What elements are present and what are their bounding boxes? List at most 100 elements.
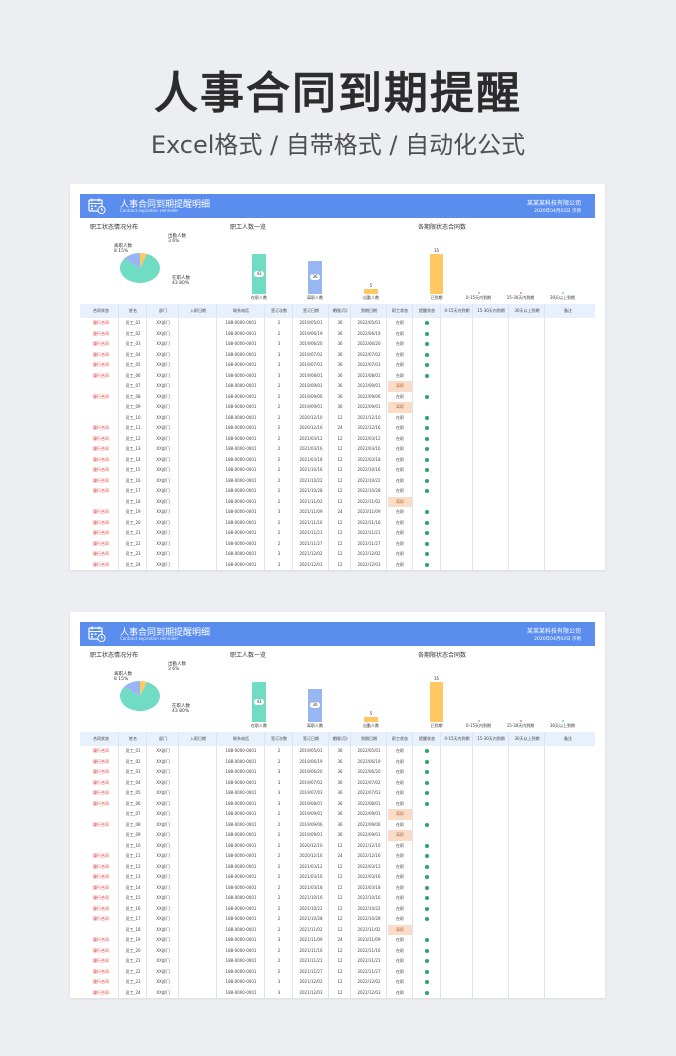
table-row[interactable]: 履行合同 员工_19 XX部门 188-0000-0001 3 2021/11/09 24 2… (80, 507, 595, 518)
table-row[interactable]: 履行合同 员工_22 XX部门 188-0000-0001 2 2021/11/27 12 2… (80, 966, 595, 977)
column-divider (386, 732, 387, 998)
table-row[interactable]: 履行合同 员工_06 XX部门 188-0000-0001 3 2019/08/01 36 2… (80, 370, 595, 381)
table-row[interactable]: 履行合同 员工_12 XX部门 188-0000-0001 2 2021/03/12 12 2… (80, 433, 595, 444)
table-row[interactable]: 履行合同 员工_04 XX部门 188-0000-0001 3 2019/07/02 36 2… (80, 777, 595, 788)
table-row[interactable]: 履行合同 员工_01 XX部门 188-0000-0001 2 2019/05/01 36 2… (80, 746, 595, 757)
column-header[interactable]: 提醒状态 (419, 736, 435, 741)
table-cell: 2019/06/20 (299, 341, 323, 346)
column-header[interactable]: 姓名 (129, 308, 137, 313)
table-row[interactable]: 履行合同 员工_17 XX部门 188-0000-0001 2 2021/10/28 12 2… (80, 914, 595, 925)
column-header[interactable]: 入职日期 (190, 308, 206, 313)
table-cell: 188-0000-0001 (225, 947, 257, 953)
table-row[interactable]: 履行合同 员工_05 XX部门 188-0000-0001 3 2019/07/03 36 2… (80, 788, 595, 799)
table-row[interactable]: 履行合同 员工_02 XX部门 188-0000-0001 2 2019/06/19 36 2… (80, 328, 595, 339)
table-row[interactable]: 履行合同 员工_08 XX部门 188-0000-0001 2 2019/09/06 36 2… (80, 391, 595, 402)
table-row[interactable]: 履行合同 员工_11 XX部门 188-0000-0001 2 2020/12/16 24 2… (80, 851, 595, 862)
table-row[interactable]: 履行合同 员工_17 XX部门 188-0000-0001 2 2021/10/28 12 2… (80, 486, 595, 497)
table-cell: XX部门 (156, 926, 170, 932)
table-cell: 履行合同 (93, 540, 109, 546)
column-header[interactable]: 期限(月) (332, 308, 348, 313)
table-cell: 2022/12/03 (357, 989, 381, 995)
table-row[interactable]: 履行合同 员工_15 XX部门 188-0000-0001 2 2021/10/16 12 2… (80, 465, 595, 476)
column-header[interactable]: 联系电话 (233, 308, 249, 313)
column-header[interactable]: 0-15天内到期 (444, 308, 470, 313)
table-row[interactable]: 履行合同 员工_12 XX部门 188-0000-0001 2 2021/03/12 12 2… (80, 861, 595, 872)
column-header[interactable]: 备注 (564, 736, 572, 741)
table-cell: 员工_17 (125, 916, 141, 921)
column-header[interactable]: 到期日期 (361, 736, 377, 741)
column-header[interactable]: 备注 (564, 308, 572, 313)
column-header[interactable]: 30天以上到期 (514, 736, 540, 741)
table-row[interactable]: 员工_07 XX部门 188-0000-0001 2 2019/09/01 36 2022/… (80, 809, 595, 820)
column-header[interactable]: 提醒状态 (419, 308, 435, 313)
column-header[interactable]: 0-15天内到期 (444, 736, 470, 741)
table-row[interactable]: 履行合同 员工_14 XX部门 188-0000-0001 2 2021/03/18 12 2… (80, 454, 595, 465)
column-header[interactable]: 姓名 (129, 736, 137, 741)
reminder-cell (414, 872, 440, 883)
pie-chart-title: 职工状态情况分布 (90, 224, 139, 231)
table-cell: 2022/03/18 (357, 456, 381, 462)
column-header[interactable]: 职工状态 (392, 736, 408, 741)
table-row[interactable]: 履行合同 员工_16 XX部门 188-0000-0001 2 2021/10/22 12 2… (80, 903, 595, 915)
table-cell: 2 (277, 383, 281, 388)
table-cell: 离职 (388, 381, 412, 392)
column-header[interactable]: 期限(月) (332, 736, 348, 741)
column-header[interactable]: 部门 (159, 308, 167, 313)
column-header[interactable]: 到期日期 (361, 308, 377, 313)
table-cell: XX部门 (156, 895, 170, 900)
column-header[interactable]: 签订次数 (271, 736, 287, 741)
table-row[interactable]: 履行合同 员工_19 XX部门 188-0000-0001 3 2021/11/09 24 2… (80, 935, 595, 946)
column-header[interactable]: 15-30天内到期 (477, 308, 505, 313)
table-row[interactable]: 履行合同 员工_20 XX部门 188-0000-0001 2 2021/11/16 12 2… (80, 517, 595, 528)
table-row[interactable]: 员工_09 XX部门 188-0000-0001 2 2019/09/01 36 2022/… (80, 830, 595, 841)
column-header[interactable]: 部门 (159, 736, 167, 741)
column-header[interactable]: 签订次数 (271, 308, 287, 313)
table-row[interactable]: 履行合同 员工_15 XX部门 188-0000-0001 2 2021/10/16 12 2… (80, 893, 595, 904)
table-row[interactable]: 履行合同 员工_24 XX部门 188-0000-0001 3 2021/12/03 12 2… (80, 559, 595, 570)
table-cell: 员工_17 (125, 488, 141, 493)
table-row[interactable]: 履行合同 员工_01 XX部门 188-0000-0001 2 2019/05/01 36 2… (80, 318, 595, 329)
column-header[interactable]: 30天以上到期 (514, 308, 540, 313)
table-row[interactable]: 履行合同 员工_21 XX部门 188-0000-0001 2 2021/11/21 12 2… (80, 956, 595, 967)
table-row[interactable]: 员工_07 XX部门 188-0000-0001 2 2019/09/01 36 2022/… (80, 381, 595, 392)
column-header[interactable]: 入职日期 (190, 736, 206, 741)
sheet: 人事合同到期提醒明细 Contract expiration reminder … (80, 622, 595, 998)
table-cell: 员工_05 (125, 362, 141, 367)
column-header[interactable]: 合同状态 (93, 308, 109, 313)
table-row[interactable]: 员工_18 XX部门 188-0000-0001 2 2021/11/02 12 2022/… (80, 924, 595, 935)
table-row[interactable]: 履行合同 员工_14 XX部门 188-0000-0001 2 2021/03/18 12 2… (80, 882, 595, 893)
table-row[interactable]: 履行合同 员工_11 XX部门 188-0000-0001 2 2020/12/16 24 2… (80, 423, 595, 434)
table-cell: XX部门 (156, 748, 170, 753)
table-row[interactable]: 履行合同 员工_23 XX部门 188-0000-0001 3 2021/12/02 12 2… (80, 549, 595, 560)
table-row[interactable]: 履行合同 员工_23 XX部门 188-0000-0001 3 2021/12/02 12 2… (80, 977, 595, 988)
table-row[interactable]: 履行合同 员工_04 XX部门 188-0000-0001 3 2019/07/02 36 2… (80, 349, 595, 360)
table-row[interactable]: 履行合同 员工_13 XX部门 188-0000-0001 2 2021/03/16 12 2… (80, 872, 595, 883)
column-header[interactable]: 联系电话 (233, 736, 249, 741)
table-row[interactable]: 履行合同 员工_03 XX部门 188-0000-0001 3 2019/06/20 36 2… (80, 767, 595, 778)
table-row[interactable]: 履行合同 员工_22 XX部门 188-0000-0001 2 2021/11/27 12 2… (80, 538, 595, 549)
table-row[interactable]: 履行合同 员工_02 XX部门 188-0000-0001 2 2019/06/19 36 2… (80, 756, 595, 767)
table-cell: 员工_15 (125, 895, 141, 900)
table-row[interactable]: 员工_09 XX部门 188-0000-0001 2 2019/09/01 36 2022/… (80, 402, 595, 413)
table-row[interactable]: 履行合同 员工_16 XX部门 188-0000-0001 2 2021/10/22 12 2… (80, 475, 595, 486)
reminder-cell (414, 904, 440, 915)
table-row[interactable]: 履行合同 员工_08 XX部门 188-0000-0001 2 2019/09/06 36 2… (80, 819, 595, 830)
table-row[interactable]: 履行合同 员工_13 XX部门 188-0000-0001 2 2021/03/16 12 2… (80, 444, 595, 455)
table-row[interactable]: 履行合同 员工_06 XX部门 188-0000-0001 3 2019/08/01 36 2… (80, 798, 595, 809)
table-row[interactable]: 员工_18 XX部门 188-0000-0001 2 2021/11/02 12 2022/… (80, 496, 595, 507)
table-cell: 履行合同 (93, 435, 109, 441)
column-header[interactable]: 合同状态 (93, 736, 109, 741)
column-header[interactable]: 签订日期 (303, 736, 319, 741)
table-row[interactable]: 员工_10 XX部门 188-0000-0001 2 2020/12/10 12 2021/… (80, 840, 595, 851)
table-row[interactable]: 履行合同 员工_24 XX部门 188-0000-0001 3 2021/12/03 12 2… (80, 987, 595, 998)
column-divider (472, 304, 473, 570)
table-row[interactable]: 履行合同 员工_03 XX部门 188-0000-0001 3 2019/06/20 36 2… (80, 339, 595, 350)
column-header[interactable]: 签订日期 (303, 308, 319, 313)
table-row[interactable]: 员工_10 XX部门 188-0000-0001 2 2020/12/10 12 2021/… (80, 412, 595, 423)
table-row[interactable]: 履行合同 员工_05 XX部门 188-0000-0001 3 2019/07/03 36 2… (80, 360, 595, 371)
column-header[interactable]: 职工状态 (392, 308, 408, 313)
column-header[interactable]: 15-30天内到期 (477, 736, 505, 741)
hero: 人事合同到期提醒 Excel格式 / 自带格式 / 自动化公式 (0, 0, 676, 160)
table-row[interactable]: 履行合同 员工_21 XX部门 188-0000-0001 2 2021/11/21 12 2… (80, 528, 595, 539)
table-row[interactable]: 履行合同 员工_20 XX部门 188-0000-0001 2 2021/11/16 12 2… (80, 945, 595, 956)
